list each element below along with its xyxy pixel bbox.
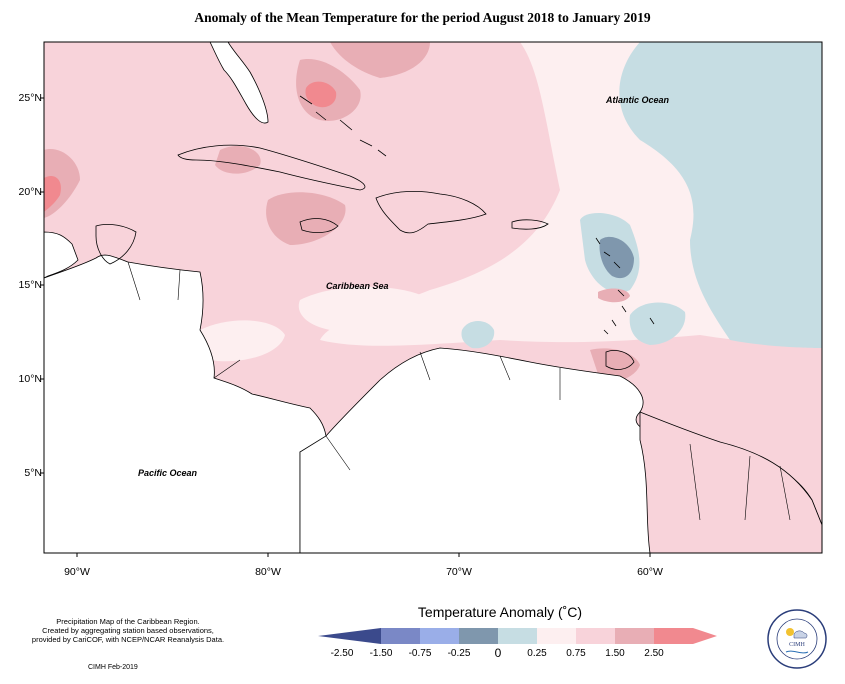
legend-tick: 1.50	[605, 648, 625, 659]
cuba-land	[177, 144, 366, 191]
legend-title: Temperature Anomaly (˚C)	[417, 604, 583, 620]
yucatan-land	[95, 224, 137, 265]
honduras-neutral	[198, 320, 285, 362]
colorbar-bin	[318, 628, 381, 644]
lon-label-90: 90°W	[64, 566, 90, 578]
lesser-antilles-land	[595, 237, 655, 335]
credit-line-2: Created by aggregating station based obs…	[42, 626, 214, 635]
windward-cool-region	[629, 302, 686, 345]
colorbar-bin	[537, 628, 576, 644]
legend-tick: 0.75	[566, 648, 586, 659]
credit-line-3: provided by CariCOF, with NCEP/NCAR Rean…	[31, 635, 225, 644]
axis-ticks	[40, 97, 651, 557]
colorbar-bin	[615, 628, 654, 644]
jamaica-land	[299, 218, 339, 234]
label-caribbean-sea: Caribbean Sea	[326, 281, 389, 291]
logo-text: CIMH	[789, 642, 805, 648]
florida-warm	[330, 42, 430, 78]
lon-label-60: 60°W	[637, 566, 663, 578]
colorbar-bin	[420, 628, 459, 644]
legend-tick: -1.50	[369, 648, 393, 659]
credit-line-1: Precipitation Map of the Caribbean Regio…	[56, 617, 200, 626]
legend-tick: -2.50	[330, 648, 354, 659]
lat-label-25: 25°N	[18, 92, 42, 104]
gulf-hot	[44, 175, 61, 212]
colorbar-bin	[654, 628, 717, 644]
legend-tick: -0.75	[408, 648, 432, 659]
colorbar-bin	[459, 628, 498, 644]
leeward-warm-strip	[598, 288, 630, 303]
colorbar	[318, 628, 717, 644]
guiana-land	[639, 411, 822, 553]
lon-label-70: 70°W	[446, 566, 472, 578]
colorbar-bin	[381, 628, 420, 644]
lat-label-10: 10°N	[18, 373, 42, 385]
lat-label-15: 15°N	[18, 279, 42, 291]
atlantic-cool-region	[619, 42, 822, 348]
label-atlantic-ocean: Atlantic Ocean	[606, 95, 670, 105]
map-frame	[43, 41, 823, 554]
central-america-land	[44, 254, 327, 553]
florida-land	[209, 42, 269, 124]
lat-label-5: 5°N	[24, 467, 42, 479]
cuba-warm	[215, 145, 261, 174]
credit-date: CIMH Feb-2019	[88, 664, 138, 671]
bahamas-hot	[305, 81, 337, 108]
anomaly-field	[44, 42, 822, 553]
bahamas-land	[299, 95, 387, 157]
curacao-cool-region	[461, 321, 495, 349]
cimh-logo: CIMH	[767, 609, 827, 669]
map-title: Anomaly of the Mean Temperature for the …	[194, 10, 651, 25]
puerto-rico-land	[511, 219, 549, 230]
credits: Precipitation Map of the Caribbean Regio…	[12, 617, 244, 644]
mexico-land	[44, 231, 79, 279]
sun-icon	[786, 628, 794, 636]
border-lines	[127, 261, 791, 521]
legend-tick: 0.25	[527, 648, 547, 659]
cloud-icon	[793, 630, 808, 639]
legend-tick: 0	[494, 646, 502, 660]
leeward-cold-core	[599, 236, 634, 279]
colorbar-bin	[576, 628, 615, 644]
colorbar-bin	[498, 628, 537, 644]
caribbean-neutral	[298, 286, 430, 330]
legend-tick: -0.25	[447, 648, 471, 659]
trinidad-land	[605, 350, 635, 370]
lat-label-20: 20°N	[18, 186, 42, 198]
wave-icon	[785, 650, 809, 654]
legend-tick: 2.50	[644, 648, 664, 659]
hispaniola-land	[375, 190, 487, 234]
label-pacific-ocean: Pacific Ocean	[138, 468, 198, 478]
lon-label-80: 80°W	[255, 566, 281, 578]
